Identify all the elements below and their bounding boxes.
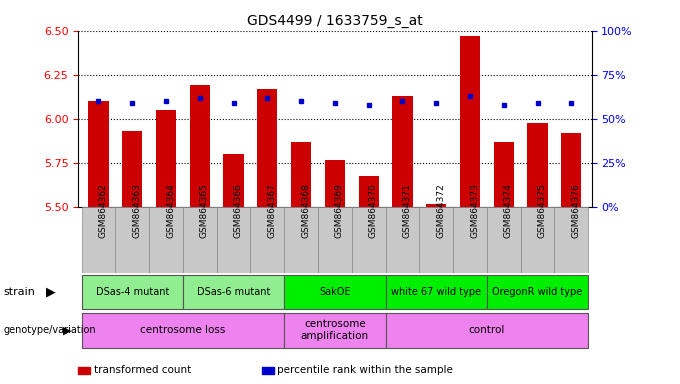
Bar xyxy=(183,275,284,309)
Text: GSM864368: GSM864368 xyxy=(301,183,310,238)
Bar xyxy=(284,207,318,273)
Bar xyxy=(386,275,487,309)
Bar xyxy=(352,207,386,273)
Bar xyxy=(460,36,480,207)
Bar xyxy=(420,207,453,273)
Bar xyxy=(358,175,379,207)
Bar xyxy=(487,275,588,309)
Bar xyxy=(82,275,183,309)
Text: centrosome
amplification: centrosome amplification xyxy=(301,319,369,341)
Bar xyxy=(116,207,149,273)
Text: percentile rank within the sample: percentile rank within the sample xyxy=(277,365,454,375)
Text: GSM864374: GSM864374 xyxy=(504,183,513,238)
Bar xyxy=(149,207,183,273)
Bar xyxy=(291,142,311,207)
Bar xyxy=(88,101,109,207)
Bar xyxy=(392,96,413,207)
Text: genotype/variation: genotype/variation xyxy=(3,325,96,335)
Bar xyxy=(325,160,345,207)
Bar xyxy=(554,207,588,273)
Title: GDS4499 / 1633759_s_at: GDS4499 / 1633759_s_at xyxy=(247,14,423,28)
Text: GSM864367: GSM864367 xyxy=(267,183,276,238)
Text: strain: strain xyxy=(3,287,35,297)
Text: GSM864375: GSM864375 xyxy=(538,183,547,238)
Text: GSM864366: GSM864366 xyxy=(233,183,243,238)
Bar xyxy=(250,207,284,273)
Text: OregonR wild type: OregonR wild type xyxy=(492,287,583,297)
Bar xyxy=(82,207,116,273)
Bar xyxy=(494,142,514,207)
Bar xyxy=(521,207,554,273)
Text: GSM864376: GSM864376 xyxy=(571,183,580,238)
Bar xyxy=(386,207,420,273)
Text: centrosome loss: centrosome loss xyxy=(140,325,226,335)
Bar xyxy=(224,154,243,207)
Bar xyxy=(183,207,217,273)
Text: GSM864364: GSM864364 xyxy=(166,183,175,238)
Text: ▶: ▶ xyxy=(63,325,72,335)
Text: GSM864365: GSM864365 xyxy=(200,183,209,238)
Text: DSas-6 mutant: DSas-6 mutant xyxy=(197,287,270,297)
Text: SakOE: SakOE xyxy=(319,287,351,297)
Bar xyxy=(82,313,284,348)
Bar xyxy=(284,313,386,348)
Text: GSM864369: GSM864369 xyxy=(335,183,344,238)
Bar xyxy=(122,131,142,207)
Bar xyxy=(561,133,581,207)
Text: GSM864370: GSM864370 xyxy=(369,183,377,238)
Text: DSas-4 mutant: DSas-4 mutant xyxy=(96,287,169,297)
Text: GSM864363: GSM864363 xyxy=(132,183,141,238)
Bar xyxy=(257,89,277,207)
Text: GSM864373: GSM864373 xyxy=(470,183,479,238)
Bar xyxy=(318,207,352,273)
Text: control: control xyxy=(469,325,505,335)
Text: GSM864372: GSM864372 xyxy=(437,183,445,238)
Text: white 67 wild type: white 67 wild type xyxy=(391,287,481,297)
Text: ▶: ▶ xyxy=(46,285,55,298)
Bar xyxy=(190,86,210,207)
Bar xyxy=(528,122,547,207)
Text: GSM864362: GSM864362 xyxy=(99,183,107,238)
Bar xyxy=(426,204,446,207)
Bar xyxy=(453,207,487,273)
Bar xyxy=(487,207,521,273)
Bar xyxy=(156,110,176,207)
Bar xyxy=(217,207,250,273)
Bar xyxy=(386,313,588,348)
Bar xyxy=(284,275,386,309)
Text: GSM864371: GSM864371 xyxy=(403,183,411,238)
Text: transformed count: transformed count xyxy=(94,365,191,375)
